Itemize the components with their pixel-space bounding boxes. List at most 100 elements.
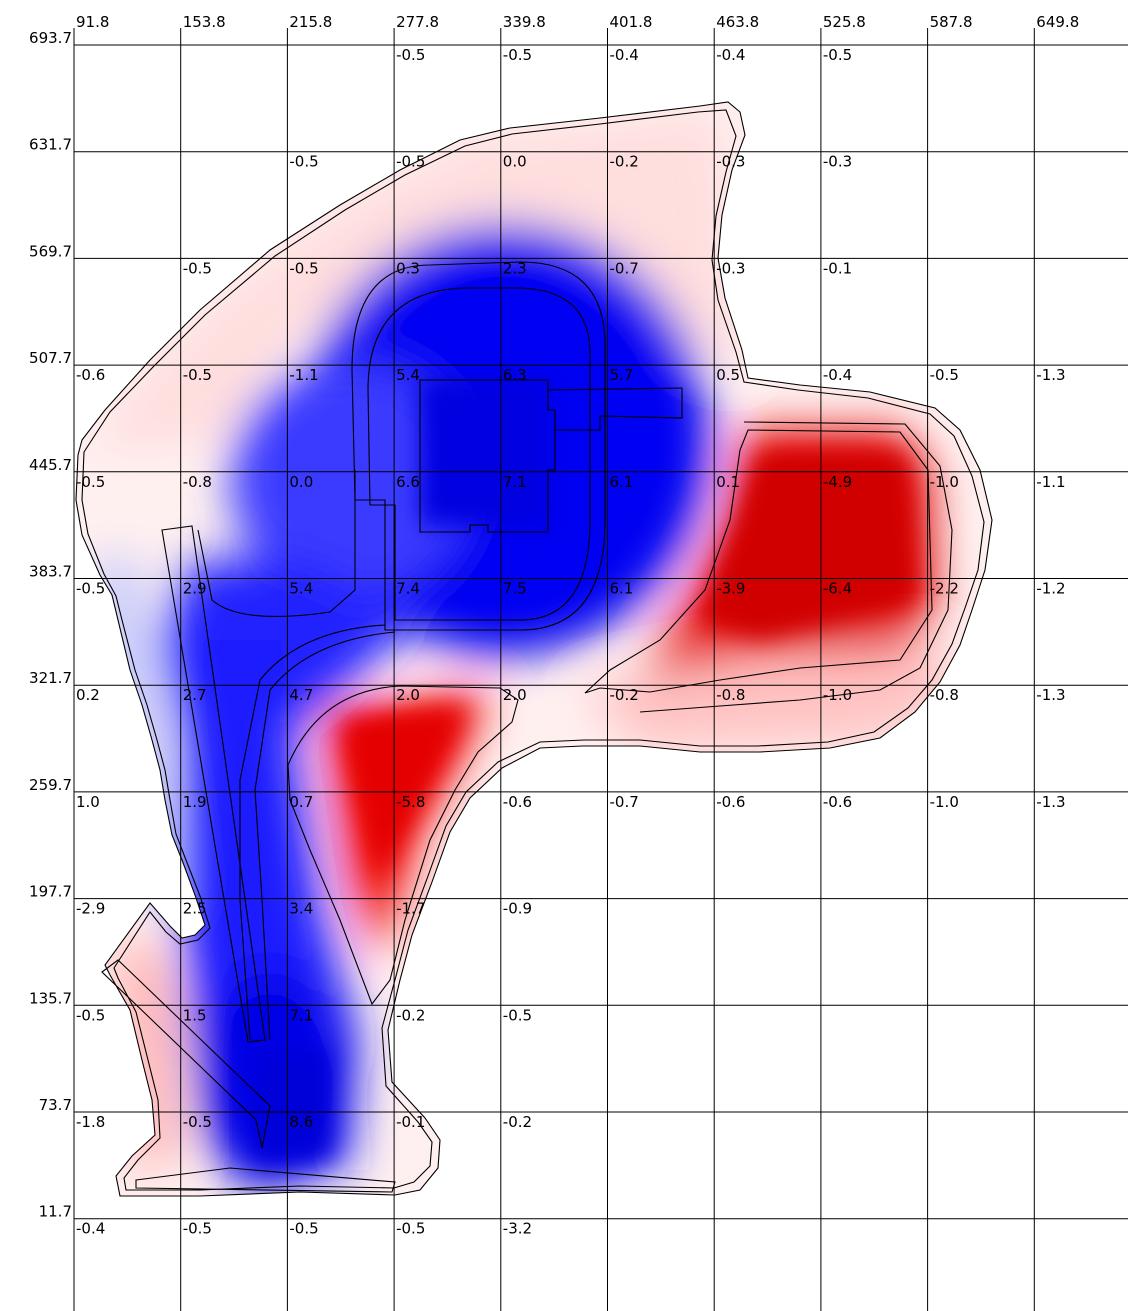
cell-value-label: -1.0: [930, 473, 959, 491]
cell-value-label: -0.5: [503, 1006, 532, 1024]
cell-value-label: 2.5: [183, 900, 207, 918]
cell-value-label: 1.5: [183, 1006, 207, 1024]
cell-value-label: -0.8: [183, 473, 212, 491]
y-tick-label: 569.7: [29, 242, 72, 260]
cell-value-label: 6.1: [610, 473, 634, 491]
cell-value-label: 0.3: [396, 259, 420, 277]
cell-value-label: -0.7: [610, 793, 639, 811]
cell-value-label: 4.7: [289, 686, 313, 704]
x-tick-label: 587.8: [930, 13, 973, 31]
cell-value-label: -0.5: [183, 366, 212, 384]
cell-value-label: -1.3: [1036, 793, 1065, 811]
cell-value-label: -0.2: [396, 1006, 425, 1024]
cell-value-label: 0.0: [503, 153, 527, 171]
cell-value-label: -2.2: [930, 580, 959, 598]
x-tick-labels: 91.8 153.8 215.8 277.8 339.8 401.8 463.8 525.8 5…: [76, 13, 1079, 31]
x-tick-label: 277.8: [396, 13, 439, 31]
cell-value-label: -0.6: [716, 793, 745, 811]
cell-value-label: -0.5: [396, 1220, 425, 1238]
cell-value-label: -3.9: [716, 580, 745, 598]
cell-value-label: -1.8: [76, 1113, 105, 1131]
cell-value-label: -0.5: [396, 153, 425, 171]
y-tick-label: 631.7: [29, 136, 72, 154]
bottom-bar: [135, 1167, 396, 1193]
cell-value-label: -0.7: [610, 259, 639, 277]
cell-value-label: -0.1: [396, 1113, 425, 1131]
cell-value-label: 7.1: [503, 473, 527, 491]
cell-value-label: 6.1: [610, 580, 634, 598]
cell-value-label: 0.1: [716, 473, 740, 491]
cell-value-label: -0.5: [289, 1220, 318, 1238]
y-tick-labels: 693.7 631.7 569.7 507.7 445.7 383.7 321.7 259.7…: [29, 29, 72, 1221]
cell-value-label: 7.1: [289, 1006, 313, 1024]
cell-value-label: -1.2: [1036, 580, 1065, 598]
y-tick-label: 693.7: [29, 29, 72, 47]
heat-cores: [255, 380, 915, 1160]
diagonal-strip-west: [161, 525, 266, 1043]
cell-value-label: -1.0: [930, 793, 959, 811]
cell-value-label: 2.9: [183, 580, 207, 598]
cell-value-label: 7.5: [503, 580, 527, 598]
cell-value-label: -0.2: [610, 153, 639, 171]
cell-value-label: -1.3: [1036, 366, 1065, 384]
curved-road-2: [254, 631, 396, 1041]
y-tick-label: 321.7: [29, 669, 72, 687]
cell-value-label: -0.2: [503, 1113, 532, 1131]
x-tick-label: 91.8: [76, 13, 109, 31]
cell-value-label: -0.5: [76, 473, 105, 491]
x-tick-label: 463.8: [716, 13, 759, 31]
cell-value-label: -0.5: [76, 1006, 105, 1024]
cell-value-label: 5.4: [396, 366, 420, 384]
cell-value-label: -0.5: [396, 46, 425, 64]
x-tick-label: 525.8: [823, 13, 866, 31]
grid-lines: [73, 28, 1128, 1311]
cell-value-label: -0.8: [930, 686, 959, 704]
track-inner: [367, 287, 591, 621]
cell-value-label: 2.3: [503, 259, 527, 277]
x-tick-label: 153.8: [183, 13, 226, 31]
cell-value-labels: -0.5 -0.5 -0.4 -0.4 -0.5 -0.5 -0.5 0.0 -0.2 -0.3 -…: [76, 46, 1066, 1238]
cell-value-label: -2.9: [76, 900, 105, 918]
cell-value-label: 0.5: [716, 366, 740, 384]
cell-value-label: -1.7: [396, 900, 425, 918]
cell-value-label: -0.5: [823, 46, 852, 64]
cell-value-label: -4.9: [823, 473, 852, 491]
cell-value-label: -1.1: [289, 366, 318, 384]
cell-value-label: -0.4: [716, 46, 745, 64]
cell-value-label: 1.9: [183, 793, 207, 811]
y-tick-label: 11.7: [39, 1203, 72, 1221]
cell-value-label: 8.6: [289, 1113, 313, 1131]
site-boundary-inner: [81, 109, 985, 1191]
cell-value-label: -0.1: [823, 259, 852, 277]
cell-value-label: 2.0: [503, 686, 527, 704]
cell-value-label: 2.0: [396, 686, 420, 704]
cell-value-label: -5.8: [396, 793, 425, 811]
curved-road: [197, 470, 386, 1041]
x-tick-label: 401.8: [610, 13, 653, 31]
cell-value-label: -3.2: [503, 1220, 532, 1238]
x-tick-label: 215.8: [289, 13, 332, 31]
building-annex: [547, 387, 683, 431]
cell-value-label: -0.6: [76, 366, 105, 384]
cell-value-label: -0.9: [503, 900, 532, 918]
cell-value-label: 0.0: [289, 473, 313, 491]
cell-value-label: -0.5: [503, 46, 532, 64]
cell-value-label: -0.8: [716, 686, 745, 704]
cell-value-label: -0.3: [823, 153, 852, 171]
track-outer: [351, 261, 606, 631]
cell-value-label: -0.6: [503, 793, 532, 811]
cell-value-label: -0.3: [716, 153, 745, 171]
cell-value-label: 0.7: [289, 793, 313, 811]
triangle-outline: [287, 685, 519, 1006]
y-tick-label: 383.7: [29, 563, 72, 581]
cell-value-label: -0.6: [823, 793, 852, 811]
y-tick-label: 259.7: [29, 776, 72, 794]
cell-value-label: -1.0: [823, 686, 852, 704]
cell-value-label: 6.3: [503, 366, 527, 384]
cell-value-label: -0.5: [289, 259, 318, 277]
cell-value-label: 7.4: [396, 580, 420, 598]
east-block-outer: [639, 421, 953, 713]
cell-value-label: -0.5: [289, 153, 318, 171]
cell-value-label: 1.0: [76, 793, 100, 811]
